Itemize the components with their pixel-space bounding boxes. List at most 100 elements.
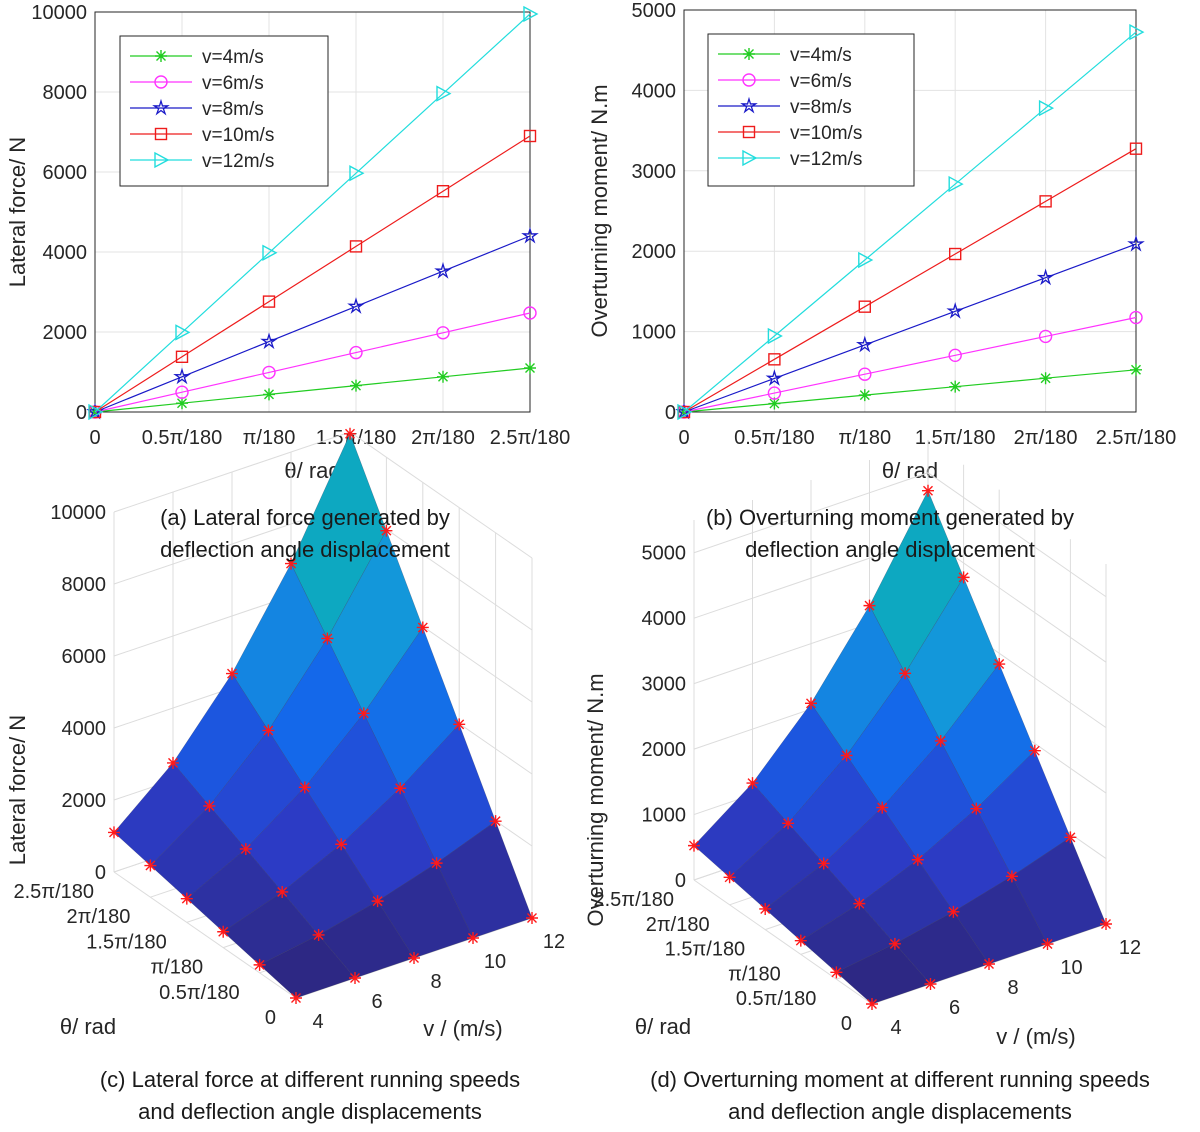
legend-marker bbox=[742, 125, 756, 139]
y-tick-label: 2000 bbox=[632, 241, 677, 263]
x-tick-label: 2π/180 bbox=[411, 427, 475, 449]
series-marker-v=12m/s bbox=[88, 403, 104, 421]
series-line-v=4m/s bbox=[683, 369, 1137, 413]
legend-label: v=6m/s bbox=[790, 71, 852, 92]
surface-marker bbox=[344, 427, 356, 440]
legend-marker bbox=[743, 48, 755, 60]
surface-marker bbox=[840, 749, 853, 762]
y-tick-label: 6000 bbox=[43, 162, 88, 184]
series-marker-v=8m/s bbox=[1127, 234, 1145, 252]
z-tick-label: 1000 bbox=[642, 805, 687, 827]
surface-marker bbox=[526, 912, 538, 924]
theta-tick-label: π/180 bbox=[150, 957, 203, 979]
v-tick-label: 4 bbox=[312, 1011, 323, 1033]
series-marker-v=10m/s bbox=[523, 129, 537, 143]
surface-marker bbox=[349, 972, 361, 984]
surface-marker bbox=[805, 697, 817, 710]
surface-marker bbox=[983, 958, 995, 970]
surface-marker bbox=[357, 707, 370, 720]
legend-label: v=4m/s bbox=[202, 47, 264, 68]
series-marker-v=12m/s bbox=[175, 324, 191, 341]
x-tick-label: 2π/180 bbox=[1014, 427, 1078, 449]
theta-tick-label: 0.5π/180 bbox=[159, 982, 240, 1004]
series-line-v=6m/s bbox=[94, 312, 531, 413]
x-tick-label: 2.5π/180 bbox=[1096, 427, 1177, 449]
theta-tick-label: 0 bbox=[265, 1007, 276, 1029]
v-tick-label: 4 bbox=[890, 1017, 901, 1039]
v-tick-label: 10 bbox=[484, 951, 506, 973]
surface-marker bbox=[853, 897, 866, 910]
series-marker-v=10m/s bbox=[175, 350, 189, 363]
theta-tick-label: 2π/180 bbox=[646, 914, 710, 936]
series-marker-v=6m/s bbox=[1129, 310, 1143, 325]
series-marker-v=10m/s bbox=[436, 184, 450, 198]
plot-frame bbox=[683, 9, 1137, 413]
surface-marker bbox=[467, 932, 479, 944]
series-marker-v=6m/s bbox=[175, 385, 189, 399]
x-tick-label: 0.5π/180 bbox=[142, 427, 223, 449]
x-tick-label: 0 bbox=[678, 427, 689, 449]
surface-marker bbox=[380, 524, 393, 537]
wall-grid-line bbox=[693, 472, 1107, 598]
surface-marker bbox=[408, 952, 420, 964]
theta-tick-label: 2.5π/180 bbox=[593, 889, 674, 911]
series-marker-v=10m/s bbox=[262, 295, 276, 308]
caption-b-line1: (b) Overturning moment generated by bbox=[705, 505, 1075, 530]
series-line-v=8m/s bbox=[94, 235, 531, 413]
v-tick-label: 10 bbox=[1060, 957, 1082, 979]
series-marker-v=6m/s bbox=[523, 306, 537, 320]
series-marker-v=8m/s bbox=[173, 367, 191, 385]
surface-marker bbox=[239, 842, 252, 855]
z-tick-label: 2000 bbox=[642, 739, 687, 761]
series-marker-v=8m/s bbox=[521, 226, 539, 244]
series-marker-v=8m/s bbox=[855, 335, 874, 353]
legend-label: v=10m/s bbox=[790, 123, 862, 144]
floor-grid-line bbox=[113, 871, 297, 999]
surface-marker bbox=[290, 992, 302, 1004]
v-tick-label: 6 bbox=[371, 991, 382, 1013]
legend-marker bbox=[152, 98, 170, 116]
surface-marker bbox=[226, 667, 238, 680]
surface-marker bbox=[371, 895, 384, 908]
series-marker-v=8m/s bbox=[434, 261, 452, 279]
y-tick-label: 8000 bbox=[43, 82, 88, 104]
surface-marker bbox=[394, 782, 407, 795]
series-marker-v=4m/s bbox=[263, 388, 275, 401]
series-line-v=12m/s bbox=[94, 13, 531, 413]
surface-marker bbox=[1028, 744, 1041, 757]
v-tick-label: 6 bbox=[949, 997, 960, 1019]
y-tick-label: 0 bbox=[76, 402, 87, 424]
surface-marker bbox=[922, 484, 934, 497]
caption-a-line1: (a) Lateral force generated by bbox=[160, 505, 450, 530]
surface-marker bbox=[430, 857, 443, 870]
v-axis-label: v / (m/s) bbox=[423, 1016, 502, 1041]
surface-marker bbox=[817, 857, 830, 870]
surface-marker bbox=[1005, 870, 1018, 883]
legend-label: v=10m/s bbox=[202, 125, 274, 146]
series-marker-v=10m/s bbox=[858, 300, 871, 313]
caption-c: (c) Lateral force at different running s… bbox=[30, 1064, 590, 1128]
legend-label: v=8m/s bbox=[202, 99, 264, 120]
v-tick-label: 8 bbox=[430, 971, 441, 993]
legend-label: v=8m/s bbox=[790, 97, 852, 118]
caption-d-line2: and deflection angle displacements bbox=[728, 1099, 1072, 1124]
caption-a: (a) Lateral force generated by deflectio… bbox=[40, 502, 570, 566]
series-line-v=8m/s bbox=[683, 243, 1137, 413]
surface-marker bbox=[993, 658, 1006, 671]
series-marker-v=12m/s bbox=[677, 403, 693, 421]
series-line-v=12m/s bbox=[683, 31, 1137, 413]
z-tick-label: 0 bbox=[95, 862, 106, 884]
surface-marker bbox=[108, 826, 120, 839]
series-marker-v=12m/s bbox=[1129, 23, 1145, 41]
theta-tick-label: 2.5π/180 bbox=[13, 881, 94, 903]
series-marker-v=10m/s bbox=[768, 353, 781, 366]
series-marker-v=8m/s bbox=[260, 332, 278, 350]
surface-marker bbox=[794, 934, 807, 947]
y-tick-label: 10000 bbox=[31, 2, 87, 24]
plot-frame bbox=[94, 11, 531, 413]
series-marker-v=4m/s bbox=[524, 362, 536, 374]
y-tick-label: 1000 bbox=[632, 322, 677, 344]
z-tick-label: 0 bbox=[675, 870, 686, 892]
legend-label: v=6m/s bbox=[202, 73, 264, 94]
